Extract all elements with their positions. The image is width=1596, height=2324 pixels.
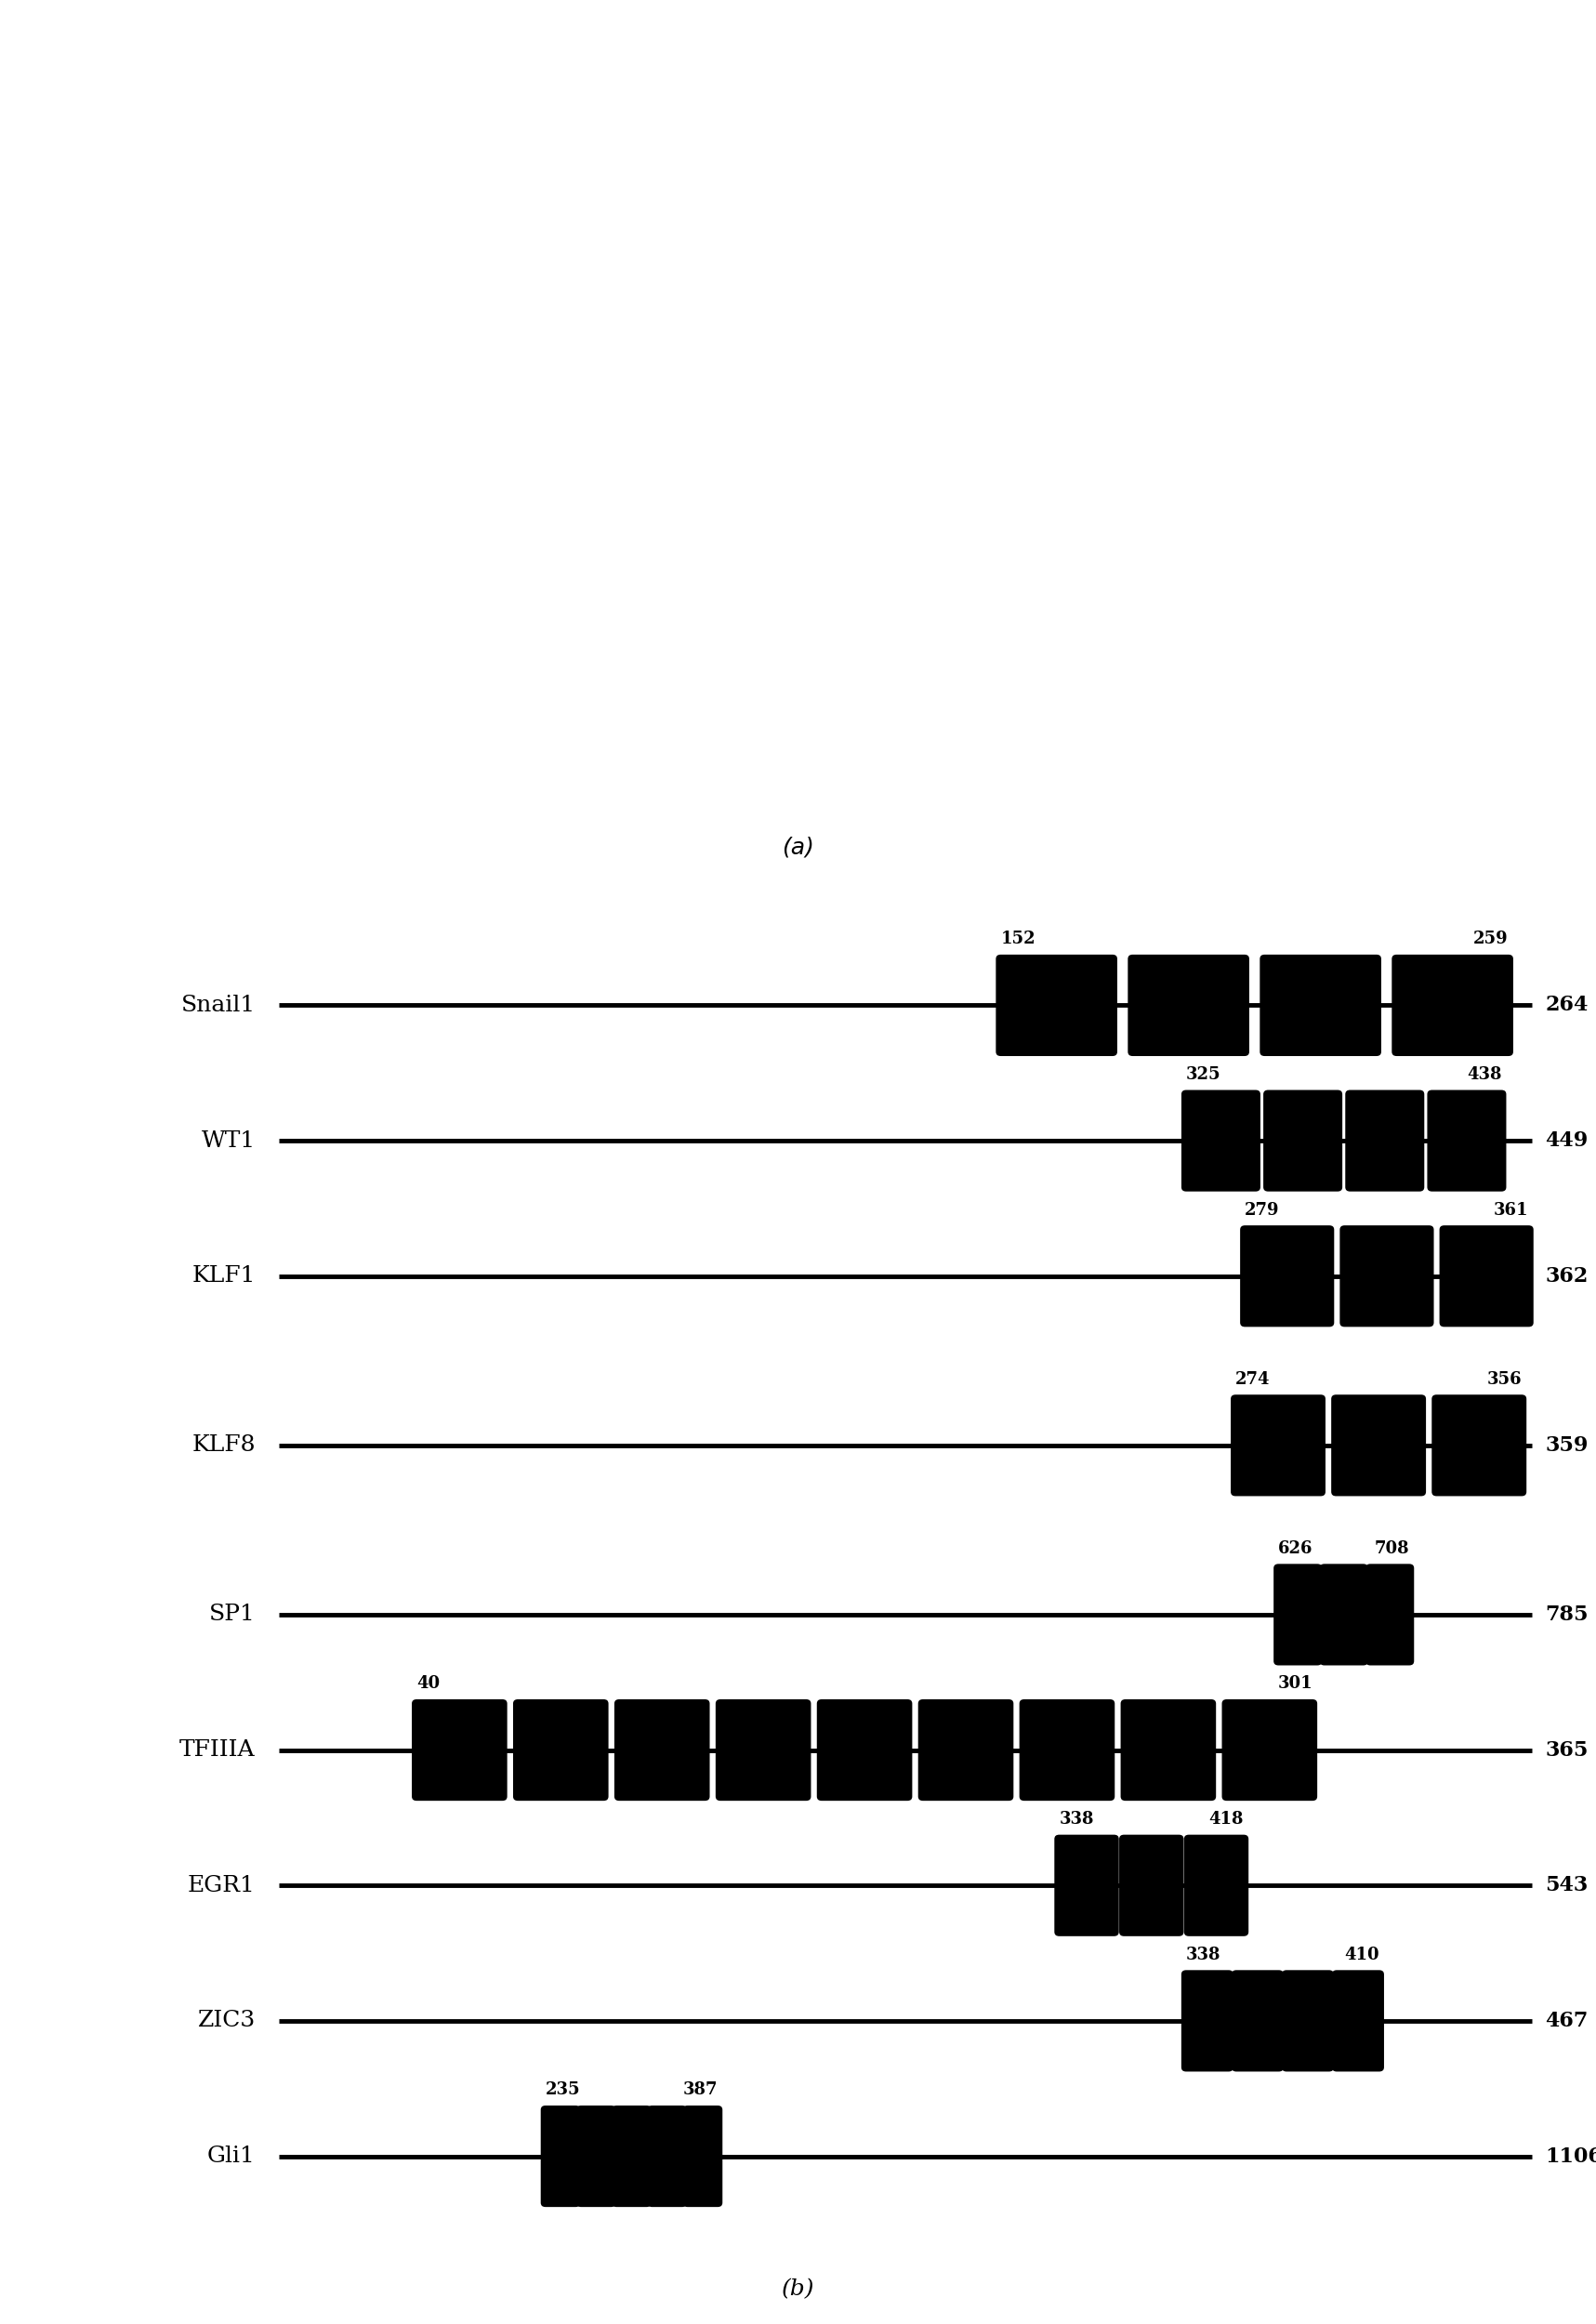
FancyBboxPatch shape xyxy=(1345,1090,1424,1192)
FancyBboxPatch shape xyxy=(683,2106,723,2208)
Text: (b): (b) xyxy=(782,2278,814,2301)
Text: Gli1: Gli1 xyxy=(207,2145,255,2166)
FancyBboxPatch shape xyxy=(715,1699,811,1801)
FancyBboxPatch shape xyxy=(918,1699,1013,1801)
FancyBboxPatch shape xyxy=(541,2106,581,2208)
Text: 785: 785 xyxy=(1545,1604,1588,1624)
Text: 259: 259 xyxy=(1473,930,1508,948)
FancyBboxPatch shape xyxy=(996,955,1117,1055)
Text: EGR1: EGR1 xyxy=(188,1875,255,1896)
FancyBboxPatch shape xyxy=(614,1699,710,1801)
Text: 626: 626 xyxy=(1278,1541,1314,1557)
Text: KLF8: KLF8 xyxy=(192,1434,255,1457)
Text: 708: 708 xyxy=(1374,1541,1409,1557)
FancyBboxPatch shape xyxy=(1184,1834,1248,1936)
Text: 338: 338 xyxy=(1186,1945,1221,1964)
Text: 361: 361 xyxy=(1494,1202,1529,1218)
Text: 338: 338 xyxy=(1060,1810,1093,1827)
Text: 449: 449 xyxy=(1545,1129,1588,1150)
FancyBboxPatch shape xyxy=(1181,1971,1234,2071)
Text: 438: 438 xyxy=(1467,1067,1502,1083)
Text: 274: 274 xyxy=(1235,1371,1270,1387)
Text: 301: 301 xyxy=(1277,1676,1312,1692)
FancyBboxPatch shape xyxy=(611,2106,651,2208)
FancyBboxPatch shape xyxy=(1274,1564,1321,1666)
FancyBboxPatch shape xyxy=(1055,1834,1119,1936)
Text: 325: 325 xyxy=(1186,1067,1221,1083)
FancyBboxPatch shape xyxy=(1181,1090,1261,1192)
FancyBboxPatch shape xyxy=(1240,1225,1334,1327)
Text: 235: 235 xyxy=(546,2082,581,2099)
Text: 362: 362 xyxy=(1545,1267,1588,1287)
FancyBboxPatch shape xyxy=(1264,1090,1342,1192)
FancyBboxPatch shape xyxy=(1231,1394,1326,1497)
Text: KLF1: KLF1 xyxy=(192,1267,255,1287)
FancyBboxPatch shape xyxy=(576,2106,616,2208)
FancyBboxPatch shape xyxy=(1282,1971,1334,2071)
Text: 40: 40 xyxy=(417,1676,440,1692)
Text: 264: 264 xyxy=(1545,995,1588,1016)
Text: WT1: WT1 xyxy=(201,1129,255,1150)
FancyBboxPatch shape xyxy=(1427,1090,1507,1192)
FancyBboxPatch shape xyxy=(817,1699,913,1801)
FancyBboxPatch shape xyxy=(1440,1225,1534,1327)
FancyBboxPatch shape xyxy=(1331,1394,1425,1497)
Text: 359: 359 xyxy=(1545,1436,1588,1455)
Text: 1106: 1106 xyxy=(1545,2145,1596,2166)
FancyBboxPatch shape xyxy=(1320,1564,1368,1666)
Text: 543: 543 xyxy=(1545,1875,1588,1896)
Text: 387: 387 xyxy=(683,2082,718,2099)
Text: SP1: SP1 xyxy=(209,1604,255,1624)
Text: TFIIIA: TFIIIA xyxy=(179,1738,255,1762)
FancyBboxPatch shape xyxy=(412,1699,508,1801)
FancyBboxPatch shape xyxy=(648,2106,686,2208)
FancyBboxPatch shape xyxy=(1366,1564,1414,1666)
Text: 365: 365 xyxy=(1545,1741,1588,1759)
FancyBboxPatch shape xyxy=(1120,1699,1216,1801)
Text: 467: 467 xyxy=(1545,2010,1588,2031)
FancyBboxPatch shape xyxy=(1333,1971,1384,2071)
FancyBboxPatch shape xyxy=(1128,955,1250,1055)
FancyBboxPatch shape xyxy=(1119,1834,1184,1936)
FancyBboxPatch shape xyxy=(1392,955,1513,1055)
Text: ZIC3: ZIC3 xyxy=(198,2010,255,2031)
Text: 418: 418 xyxy=(1208,1810,1243,1827)
Text: 152: 152 xyxy=(1001,930,1036,948)
FancyBboxPatch shape xyxy=(512,1699,608,1801)
Text: Snail1: Snail1 xyxy=(180,995,255,1016)
Text: 356: 356 xyxy=(1487,1371,1521,1387)
FancyBboxPatch shape xyxy=(1259,955,1381,1055)
FancyBboxPatch shape xyxy=(1432,1394,1526,1497)
Text: 410: 410 xyxy=(1344,1945,1379,1964)
FancyBboxPatch shape xyxy=(1020,1699,1114,1801)
Text: 279: 279 xyxy=(1245,1202,1280,1218)
FancyBboxPatch shape xyxy=(1223,1699,1317,1801)
FancyBboxPatch shape xyxy=(1339,1225,1433,1327)
Text: (a): (a) xyxy=(782,837,814,860)
FancyBboxPatch shape xyxy=(1232,1971,1283,2071)
